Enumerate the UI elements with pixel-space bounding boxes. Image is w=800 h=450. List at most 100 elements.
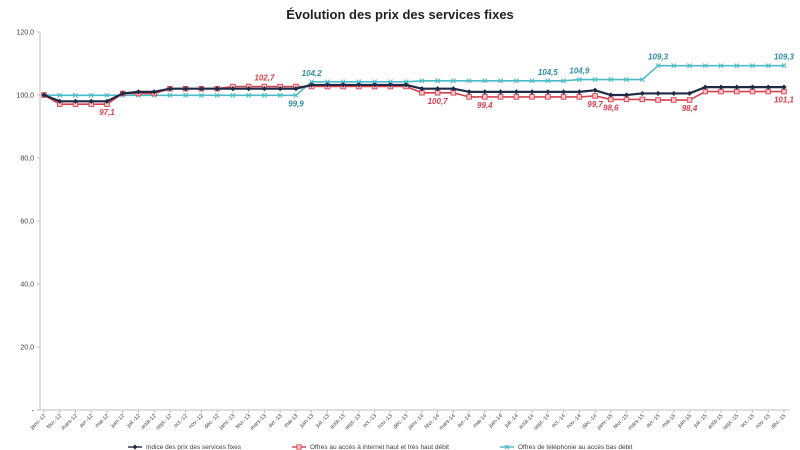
x-tick-label: nov.-12 [188, 413, 205, 430]
data-label: 104,9 [569, 67, 590, 76]
data-point [466, 89, 472, 95]
data-point [198, 86, 205, 92]
data-point [309, 82, 315, 88]
y-tick-label: 80,0 [20, 156, 34, 163]
data-point [88, 92, 94, 98]
data-point [372, 82, 378, 88]
data-point [72, 92, 79, 98]
data-point [545, 89, 551, 95]
x-tick-label: déc.-13 [392, 413, 409, 430]
data-point [576, 77, 582, 83]
data-point [482, 78, 488, 84]
data-point [88, 98, 94, 104]
data-point [655, 90, 661, 97]
x-tick-label: avr.-14 [456, 413, 472, 429]
x-tick-label: oct.-13 [362, 413, 378, 429]
data-point [198, 92, 205, 98]
data-point [246, 86, 252, 92]
legend: Indice des prix des services fixes Offres… [128, 444, 633, 450]
data-point [639, 96, 646, 103]
x-tick-label: juin-14 [487, 413, 504, 430]
data-label: 97,1 [99, 108, 115, 117]
data-point [104, 98, 110, 104]
x-tick-label: juin-15 [676, 413, 693, 430]
series-0 [41, 82, 787, 104]
data-label: 98,6 [603, 103, 619, 112]
data-point [261, 92, 267, 98]
x-tick-label: nov.-15 [755, 413, 772, 430]
series-line [43, 64, 784, 97]
x-tick-label: mai-15 [661, 413, 677, 429]
data-point [356, 82, 362, 88]
x-tick-label: oct.-14 [551, 413, 567, 429]
data-point [765, 84, 771, 90]
y-tick-label: 40,0 [20, 282, 34, 289]
data-point [57, 92, 63, 98]
data-point [372, 79, 378, 85]
data-point [781, 84, 787, 90]
x-tick-label: juin-13 [298, 413, 315, 430]
x-tick-label: juil.-14 [503, 413, 519, 429]
x-tick-label: déc.-12 [203, 413, 220, 430]
data-point [277, 86, 283, 92]
x-tick-label: mars-15 [627, 413, 646, 432]
data-point [466, 94, 472, 100]
data-point [214, 86, 220, 92]
data-point [655, 63, 661, 69]
data-point [718, 63, 724, 69]
legend-marker [296, 444, 302, 450]
data-point [151, 89, 157, 95]
data-point [435, 86, 441, 92]
x-tick-label: juil.-12 [125, 413, 141, 429]
data-point [513, 89, 519, 95]
data-point [450, 86, 456, 92]
data-point [230, 86, 236, 92]
data-point [623, 96, 630, 103]
data-point [765, 63, 771, 69]
data-point [781, 63, 787, 69]
x-tick-label: mai-14 [472, 413, 488, 429]
x-tick-label: janv.-13 [218, 413, 237, 432]
x-tick-label: avr.-15 [645, 413, 661, 429]
data-point [592, 87, 598, 93]
data-point [671, 90, 677, 97]
data-point [356, 79, 362, 85]
data-point [403, 79, 409, 85]
data-point [686, 97, 693, 103]
data-point [529, 89, 535, 95]
data-label: 99,9 [288, 99, 304, 108]
y-tick-label: 20,0 [20, 345, 34, 352]
data-point [419, 78, 425, 84]
data-point [246, 92, 252, 98]
legend-label: Indice des prix des services fixes [146, 444, 242, 450]
data-point [576, 89, 582, 95]
data-point [592, 77, 598, 83]
data-point [340, 79, 346, 85]
data-point [749, 88, 756, 95]
data-labels: 97,1 102,7 99,9 104,2 100,7 99,4 104,5 104,9 99,… [99, 53, 794, 117]
x-tick-label: déc.-15 [770, 413, 787, 430]
data-point [608, 77, 614, 83]
x-tick-label: mars-13 [249, 413, 268, 432]
data-point [734, 63, 740, 69]
data-label: 102,7 [254, 73, 275, 82]
data-point [560, 94, 567, 100]
x-tick-label: mars-14 [438, 413, 457, 432]
legend-label: Offres au accès à internet haut et très … [310, 444, 449, 450]
x-tick-label: avr.-12 [79, 413, 95, 429]
x-tick-label: mars-12 [60, 413, 79, 432]
axes: -20,040,060,080,0100,0120,0janv.-12févr.… [16, 30, 790, 432]
data-point [466, 78, 472, 84]
x-tick-label: sept.-15 [722, 413, 740, 431]
chart-title: Évolution des prix des services fixes [286, 7, 514, 22]
series-2 [41, 63, 787, 98]
data-point [718, 88, 724, 95]
data-point [765, 88, 772, 95]
x-tick-label: janv.-15 [596, 413, 615, 432]
data-point [608, 92, 614, 98]
data-point [497, 89, 504, 95]
data-point [72, 98, 79, 104]
data-point [387, 82, 393, 88]
data-label: 100,7 [428, 97, 449, 106]
